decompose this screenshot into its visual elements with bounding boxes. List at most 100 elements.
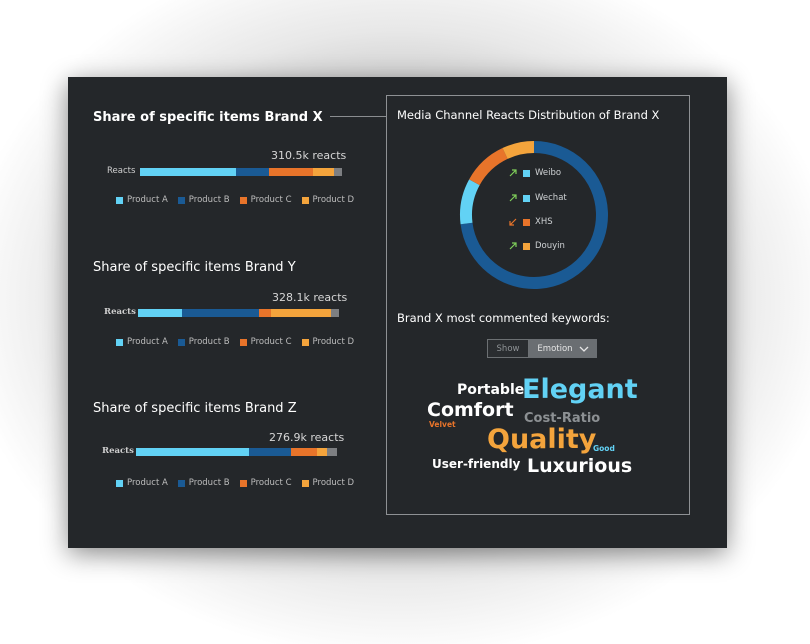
legend-label: Product A bbox=[127, 195, 168, 205]
brand-z-bar-label: Reacts bbox=[102, 446, 134, 456]
bar-segment-product-c bbox=[258, 309, 271, 317]
legend-label: Product C bbox=[250, 337, 292, 347]
keyword-user-friendly: User-friendly bbox=[432, 457, 521, 471]
legend-label: Product C bbox=[250, 195, 292, 205]
legend-item-product-b: Product B bbox=[177, 195, 230, 205]
douyin-swatch bbox=[523, 242, 530, 250]
legend-swatch bbox=[301, 196, 309, 204]
legend-douyin: Douyin bbox=[508, 241, 565, 251]
keywords-title: Brand X most commented keywords: bbox=[397, 311, 610, 325]
legend-swatch bbox=[116, 479, 123, 487]
donut-slice-xhs bbox=[469, 148, 508, 186]
legend-swatch bbox=[116, 196, 123, 204]
xhs-swatch bbox=[523, 218, 530, 226]
chevron-down-icon bbox=[579, 346, 589, 352]
legend-item-product-d: Product D bbox=[301, 478, 355, 488]
legend-item-product-c: Product C bbox=[239, 337, 292, 347]
legend-label: Product C bbox=[250, 478, 292, 488]
brand-z-legend: Product A Product B Product C Product D bbox=[116, 478, 354, 488]
bar-segment-product-d bbox=[270, 309, 331, 317]
legend-swatch bbox=[301, 479, 309, 487]
donut-chart bbox=[460, 141, 608, 289]
legend-label: Product D bbox=[312, 337, 355, 347]
weibo-label: Weibo bbox=[535, 168, 562, 178]
bar-segment-product-c bbox=[290, 448, 317, 456]
brand-y-title: Share of specific items Brand Y bbox=[93, 260, 296, 275]
brand-y-bar-label: Reacts bbox=[104, 307, 136, 317]
keyword-good: Good bbox=[593, 444, 615, 453]
bar-segment-product-d bbox=[312, 168, 334, 176]
bar-segment-other bbox=[330, 309, 339, 317]
donut-title: Media Channel Reacts Distribution of Bra… bbox=[397, 108, 660, 122]
media-channel-card: Media Channel Reacts Distribution of Bra… bbox=[386, 95, 690, 515]
legend-item-product-d: Product D bbox=[301, 195, 355, 205]
legend-label: Product A bbox=[127, 337, 168, 347]
legend-swatch bbox=[239, 196, 247, 204]
legend-wechat: Wechat bbox=[508, 193, 567, 203]
connector-line bbox=[330, 116, 386, 117]
keyword-velvet: Velvet bbox=[429, 420, 456, 429]
dashboard-panel: Share of specific items Brand X 310.5k r… bbox=[68, 77, 727, 548]
legend-item-product-a: Product A bbox=[116, 337, 168, 347]
brand-x-total: 310.5k reacts bbox=[271, 149, 347, 162]
brand-x-legend: Product A Product B Product C Product D bbox=[116, 195, 354, 205]
brand-z-total: 276.9k reacts bbox=[269, 431, 345, 444]
bar-segment-product-a bbox=[140, 168, 236, 176]
legend-label: Product B bbox=[188, 337, 230, 347]
legend-item-product-a: Product A bbox=[116, 195, 168, 205]
show-button[interactable]: Show bbox=[487, 339, 529, 358]
keyword-comfort: Comfort bbox=[427, 399, 514, 421]
legend-item-product-c: Product C bbox=[239, 478, 292, 488]
brand-x-title: Share of specific items Brand X bbox=[93, 110, 323, 125]
donut-slice-wechat bbox=[460, 179, 480, 225]
bar-segment-product-b bbox=[235, 168, 270, 176]
bar-segment-other bbox=[333, 168, 342, 176]
legend-item-product-b: Product B bbox=[177, 478, 230, 488]
legend-label: Product B bbox=[188, 195, 230, 205]
bar-segment-product-d bbox=[316, 448, 327, 456]
legend-weibo: Weibo bbox=[508, 168, 561, 178]
legend-label: Product D bbox=[312, 478, 355, 488]
bar-segment-product-a bbox=[136, 448, 249, 456]
legend-swatch bbox=[177, 338, 185, 346]
keyword-mode-toggle: Show Emotion bbox=[487, 339, 597, 358]
wechat-label: Wechat bbox=[535, 193, 567, 203]
legend-swatch bbox=[116, 338, 123, 346]
trend-up-icon bbox=[509, 242, 517, 250]
keyword-cost-ratio: Cost-Ratio bbox=[524, 411, 601, 426]
xhs-label: XHS bbox=[535, 217, 553, 227]
legend-xhs: XHS bbox=[508, 217, 553, 227]
bar-segment-other bbox=[326, 448, 337, 456]
bar-segment-product-a bbox=[138, 309, 183, 317]
brand-x-stacked-bar bbox=[140, 168, 342, 176]
keyword-elegant: Elegant bbox=[522, 374, 638, 405]
emotion-dropdown[interactable]: Emotion bbox=[529, 339, 597, 358]
legend-label: Product B bbox=[188, 478, 230, 488]
brand-x-bar-label: Reacts bbox=[107, 166, 136, 176]
emotion-dropdown-label: Emotion bbox=[537, 343, 573, 354]
weibo-swatch bbox=[523, 169, 530, 177]
douyin-label: Douyin bbox=[535, 241, 565, 251]
bar-segment-product-b bbox=[248, 448, 291, 456]
bar-segment-product-c bbox=[269, 168, 313, 176]
legend-swatch bbox=[177, 479, 185, 487]
brand-y-total: 328.1k reacts bbox=[272, 291, 348, 304]
brand-y-stacked-bar bbox=[138, 309, 339, 317]
donut-slice-weibo bbox=[460, 141, 608, 289]
keyword-portable: Portable bbox=[457, 382, 525, 398]
trend-up-icon bbox=[509, 194, 517, 202]
bar-segment-product-b bbox=[182, 309, 259, 317]
trend-down-icon bbox=[509, 218, 517, 226]
brand-z-stacked-bar bbox=[136, 448, 337, 456]
legend-swatch bbox=[177, 196, 185, 204]
donut-slice-douyin bbox=[502, 141, 535, 159]
legend-item-product-b: Product B bbox=[177, 337, 230, 347]
keyword-luxurious: Luxurious bbox=[527, 455, 633, 477]
legend-label: Product D bbox=[312, 195, 355, 205]
keyword-quality: Quality bbox=[487, 424, 597, 455]
legend-item-product-a: Product A bbox=[116, 478, 168, 488]
legend-swatch bbox=[239, 338, 247, 346]
wechat-swatch bbox=[523, 194, 530, 202]
legend-swatch bbox=[301, 338, 309, 346]
legend-item-product-c: Product C bbox=[239, 195, 292, 205]
